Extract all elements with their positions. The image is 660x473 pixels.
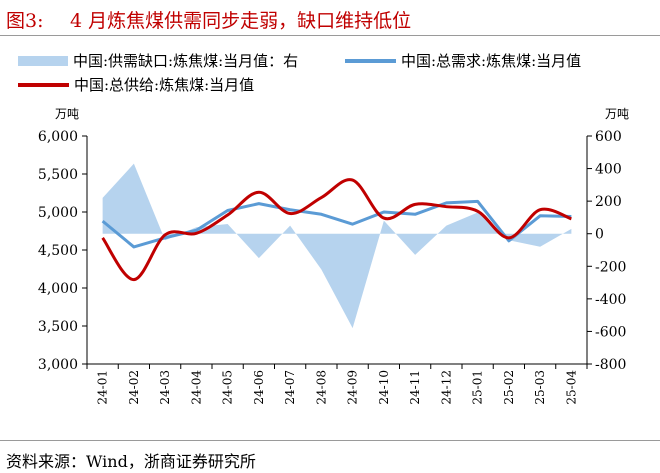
figure-title-bar: 图3: 4 月炼焦煤供需同步走弱，缺口维持低位 <box>0 4 660 34</box>
legend-swatch-gap <box>18 56 68 66</box>
right-tick-label: 600 <box>595 129 622 145</box>
left-tick-label: 4,000 <box>38 281 78 297</box>
x-tick-label: 25-03 <box>533 370 547 405</box>
x-tick-label: 24-12 <box>439 370 453 405</box>
x-tick-label: 24-08 <box>314 370 328 405</box>
right-tick-label: -400 <box>595 292 626 308</box>
x-tick-label: 25-01 <box>471 370 485 405</box>
series-gap-area <box>102 163 572 329</box>
right-tick-label: 200 <box>595 194 622 210</box>
figure-label: 图3: <box>6 10 44 32</box>
x-tick-label: 25-02 <box>502 370 516 405</box>
legend-label-gap: 中国:供需缺口:炼焦煤:当月值：右 <box>73 52 298 70</box>
right-tick-label: -600 <box>595 324 626 340</box>
x-tick-label: 24-07 <box>283 370 297 405</box>
left-axis-unit: 万吨 <box>55 107 79 121</box>
left-tick-label: 6,000 <box>38 129 78 145</box>
x-tick-label: 24-11 <box>408 370 422 405</box>
x-tick-label: 24-04 <box>189 370 203 405</box>
figure-title: 4 月炼焦煤供需同步走弱，缺口维持低位 <box>70 10 412 32</box>
x-tick-label: 24-01 <box>96 370 110 405</box>
left-tick-label: 4,500 <box>38 243 78 259</box>
right-tick-label: 0 <box>595 227 604 243</box>
right-axis-unit: 万吨 <box>605 107 629 121</box>
legend-label-supply: 中国:总供给:炼焦煤:当月值 <box>74 76 254 94</box>
top-rule <box>0 35 660 36</box>
left-tick-label: 3,500 <box>38 319 78 335</box>
left-tick-label: 5,500 <box>38 167 78 183</box>
x-tick-label: 24-09 <box>346 370 360 405</box>
x-tick-label: 24-05 <box>221 370 235 405</box>
bottom-rule <box>0 440 660 441</box>
x-tick-label: 24-10 <box>377 370 391 405</box>
left-tick-label: 3,000 <box>38 357 78 373</box>
legend-label-demand: 中国:总需求:炼焦煤:当月值 <box>401 52 581 70</box>
x-tick-label: 24-02 <box>127 370 141 405</box>
right-tick-label: 400 <box>595 162 622 178</box>
x-tick-label: 24-03 <box>158 370 172 405</box>
series-supply-line <box>101 178 572 282</box>
left-tick-label: 5,000 <box>38 205 78 221</box>
right-tick-label: -200 <box>595 259 626 275</box>
x-tick-label: 25-04 <box>564 370 578 405</box>
source-note: 资料来源：Wind，浙商证券研究所 <box>6 452 256 471</box>
x-tick-label: 24-06 <box>252 370 266 405</box>
right-tick-label: -800 <box>595 357 626 373</box>
series-demand-line <box>101 199 572 249</box>
chart: 中国:供需缺口:炼焦煤:当月值：右 中国:总需求:炼焦煤:当月值中国:总供给:炼焦… <box>18 52 629 405</box>
